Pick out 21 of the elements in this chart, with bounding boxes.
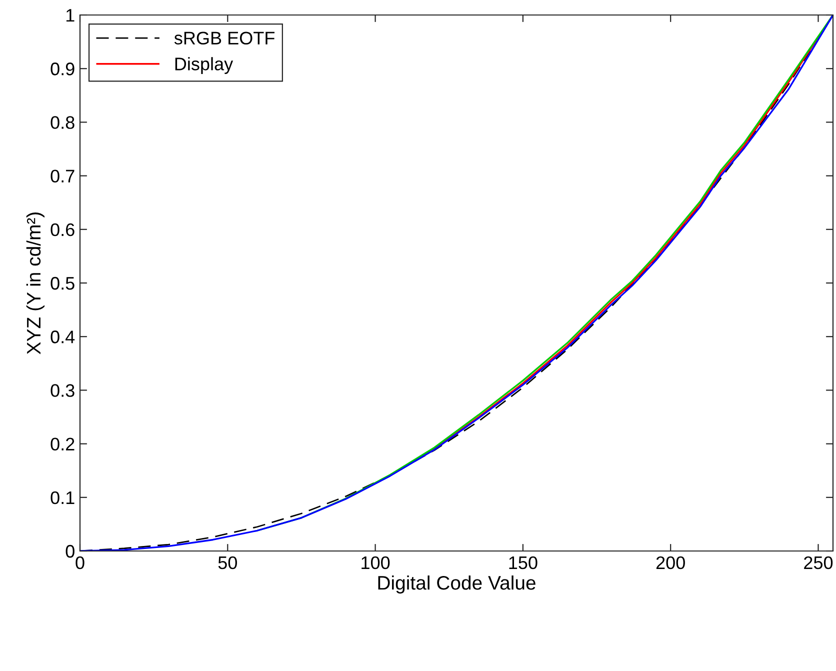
x-tick-label: 200: [656, 556, 685, 570]
y-tick-label: 0.9: [50, 62, 74, 76]
y-tick-label: 0.3: [50, 384, 74, 397]
y-tick-label: 0.4: [50, 330, 75, 344]
y-tick-label: 0.1: [50, 491, 74, 504]
x-tick-label: 250: [804, 556, 833, 570]
legend-label: Display: [175, 57, 234, 74]
x-tick-label: 50: [218, 556, 237, 570]
y-tick-label: 0.7: [50, 170, 74, 183]
y-tick-label: 0.8: [50, 116, 74, 129]
y-tick-label: 0.5: [50, 276, 74, 290]
x-tick-label: 150: [509, 556, 538, 570]
y-tick-label: 0: [66, 544, 74, 558]
legend-label: sRGB EOTF: [174, 32, 274, 45]
y-tick-label: 0.6: [50, 223, 74, 236]
y-axis-title: XYZ (Y in cd/m²): [26, 212, 44, 354]
x-tick-label: 0: [76, 556, 84, 570]
y-tick-label: 0.2: [50, 438, 74, 451]
y-tick-label: 1: [66, 9, 74, 22]
x-tick-label: 100: [362, 556, 390, 570]
x-axis-title: Digital Code Value: [378, 575, 536, 594]
